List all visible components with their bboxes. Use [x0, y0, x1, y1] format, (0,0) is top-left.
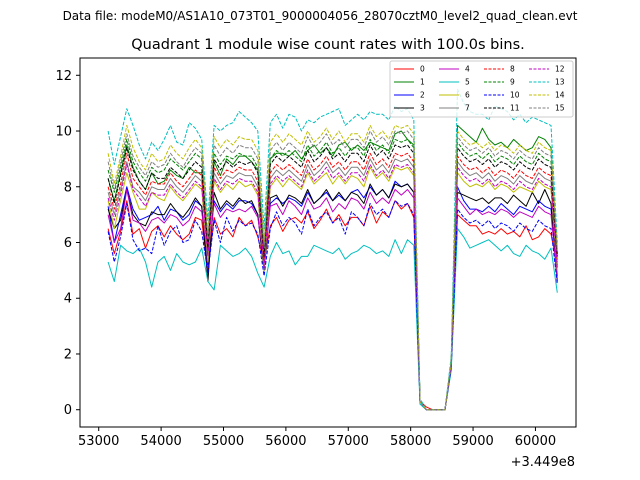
legend-label-12: 12 [555, 65, 565, 74]
series-line-14 [107, 124, 558, 411]
x-tick-label: 53000 [78, 434, 119, 449]
x-axis: 53000 54000 55000 56000 57000 58000 59000 60000 [78, 427, 556, 449]
legend-box [389, 60, 574, 118]
series-line-4 [107, 189, 558, 411]
legend-label-10: 10 [510, 91, 520, 100]
series-line-9 [107, 138, 558, 411]
series-line-15 [107, 130, 558, 411]
series-line-8 [107, 152, 558, 411]
y-tick-label: 4 [64, 292, 72, 307]
y-tick-label: 8 [64, 180, 72, 195]
y-tick-label: 10 [55, 125, 72, 140]
legend-label-5: 5 [465, 78, 470, 87]
x-tick-label: 57000 [328, 434, 369, 449]
series-line-11 [107, 144, 558, 411]
legend-label-9: 9 [510, 78, 515, 87]
y-tick-label: 6 [64, 236, 72, 251]
x-tick-label: 55000 [203, 434, 244, 449]
series-line-10 [107, 200, 558, 411]
legend-label-1: 1 [420, 78, 425, 87]
y-tick-label: 12 [55, 69, 72, 84]
chart-suptitle: Data file: modeM0/AS1A10_073T01_90000040… [63, 9, 578, 23]
legend-label-14: 14 [555, 91, 565, 100]
series-line-3 [107, 183, 558, 411]
x-tick-label: 58000 [390, 434, 431, 449]
legend-label-8: 8 [510, 65, 515, 74]
series-line-6 [107, 166, 558, 411]
y-tick-label: 2 [64, 347, 72, 362]
legend-label-3: 3 [420, 104, 425, 113]
legend-label-0: 0 [420, 65, 425, 74]
x-tick-label: 56000 [265, 434, 306, 449]
legend-label-15: 15 [555, 104, 565, 113]
legend-label-7: 7 [465, 104, 470, 113]
series-line-12 [107, 164, 558, 411]
y-tick-label: 0 [64, 403, 72, 418]
x-offset-label: +3.449e8 [511, 455, 575, 470]
legend-label-11: 11 [510, 104, 520, 113]
legend-label-2: 2 [420, 91, 425, 100]
legend-label-6: 6 [465, 91, 470, 100]
legend-label-13: 13 [555, 78, 565, 87]
x-tick-label: 59000 [452, 434, 493, 449]
series-group [107, 88, 558, 411]
series-line-7 [107, 158, 558, 411]
chart-title: Quadrant 1 module wise count rates with … [131, 37, 525, 53]
x-tick-label: 54000 [140, 434, 181, 449]
legend-label-4: 4 [465, 65, 470, 74]
y-axis: 0 2 4 6 8 10 12 [55, 69, 80, 418]
series-line-5 [107, 228, 558, 411]
x-tick-label: 60000 [515, 434, 556, 449]
